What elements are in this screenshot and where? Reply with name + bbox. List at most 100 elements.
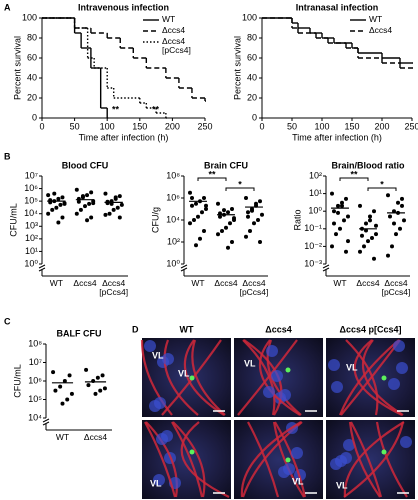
data-point xyxy=(220,229,224,233)
y-tick-label: 10⁶ xyxy=(28,375,42,385)
data-point xyxy=(230,207,234,211)
data-point xyxy=(392,221,396,226)
y-tick-label: 10⁸ xyxy=(166,170,180,180)
data-point xyxy=(103,212,108,217)
x-tick-label-box: Δccs4 [pCcs4] xyxy=(99,279,129,297)
data-point xyxy=(246,214,250,219)
data-point xyxy=(372,256,376,261)
axis-break xyxy=(180,267,188,272)
vessel xyxy=(237,339,298,416)
data-point xyxy=(111,207,116,212)
data-point xyxy=(374,232,378,237)
chart-title: Brain/Blood ratio xyxy=(331,160,405,170)
legend-label: Δccs4 xyxy=(369,26,393,35)
data-point xyxy=(394,232,398,237)
data-point xyxy=(344,196,348,201)
x-tick-label: WT xyxy=(55,433,70,442)
column-header: Δccs4 p[Ccs4] xyxy=(340,324,402,334)
y-axis-label: Ratio xyxy=(292,209,302,230)
significance-bracket xyxy=(339,177,369,181)
y-tick-label: 80 xyxy=(247,32,257,42)
data-point xyxy=(86,383,91,388)
y-axis-label: Percent survival xyxy=(232,36,242,100)
data-point xyxy=(190,196,194,200)
y-tick-label: 10² xyxy=(25,233,38,243)
x-tick-label: 200 xyxy=(165,121,180,131)
nucleus xyxy=(144,340,156,352)
data-point xyxy=(60,195,65,200)
nucleus xyxy=(279,389,291,401)
legend-label: Δccs4 xyxy=(162,26,186,35)
x-tick-label-box: Δccs4 xyxy=(84,433,107,442)
data-point xyxy=(192,218,196,222)
x-tick-label: Δccs4 [pCcs4] xyxy=(239,279,269,297)
data-point xyxy=(374,223,378,228)
nucleus xyxy=(263,386,275,398)
data-point xyxy=(342,218,346,223)
vessel-label: VL xyxy=(178,368,190,378)
data-point xyxy=(204,207,208,211)
data-point xyxy=(358,203,362,208)
vessel xyxy=(183,339,225,416)
nucleus xyxy=(400,436,412,448)
x-tick-label-box: Δccs4 [pCcs4] xyxy=(239,279,269,297)
nucleus xyxy=(154,397,166,409)
annotation: * xyxy=(238,179,242,189)
nucleus xyxy=(343,439,355,451)
y-tick-label: 10⁰ xyxy=(308,206,322,216)
data-point xyxy=(76,199,81,204)
y-tick-label: 10⁸ xyxy=(28,338,42,348)
data-point xyxy=(89,190,94,195)
data-point xyxy=(256,218,260,222)
x-tick-label: Δccs4 [pCcs4] xyxy=(99,279,129,297)
data-point xyxy=(58,202,63,207)
data-point xyxy=(58,384,63,389)
y-axis-label: CFU/mL xyxy=(12,364,22,398)
data-point xyxy=(115,205,120,210)
y-tick-label: 10¹ xyxy=(25,246,38,256)
annotation: ** xyxy=(112,104,120,114)
data-point xyxy=(346,214,350,219)
panel-label: A xyxy=(4,2,11,12)
x-tick-label-box: Δccs4 xyxy=(73,279,97,288)
data-point xyxy=(56,196,61,201)
data-point xyxy=(248,229,252,233)
vessel xyxy=(180,421,230,498)
x-tick-label: 100 xyxy=(314,121,329,131)
y-tick-label: 20 xyxy=(27,92,37,102)
data-point xyxy=(254,201,258,206)
x-tick-label: Δccs4 xyxy=(73,279,97,288)
y-tick-label: 10⁴ xyxy=(24,208,38,218)
data-point xyxy=(336,210,340,215)
axis-break xyxy=(322,264,330,269)
data-point xyxy=(244,234,248,239)
legend-label-box: WT xyxy=(369,15,382,24)
data-point xyxy=(60,401,65,406)
data-point xyxy=(336,203,340,208)
legend-label-box: Δccs4 [pCcs4] xyxy=(162,37,191,55)
nucleus xyxy=(283,463,295,475)
vessel-label: VL xyxy=(244,358,256,368)
x-tick-label: 250 xyxy=(197,121,212,131)
y-tick-label: 10⁵ xyxy=(28,394,42,404)
nucleus xyxy=(331,381,343,393)
data-point xyxy=(224,225,228,230)
data-point xyxy=(204,203,208,208)
x-tick-label: 50 xyxy=(70,121,80,131)
data-point xyxy=(62,201,67,206)
legend-label-box: Δccs4 xyxy=(162,26,186,35)
legend-label-box: Δccs4 xyxy=(369,26,393,35)
data-point xyxy=(252,221,256,226)
y-tick-label: 60 xyxy=(247,52,257,62)
y-tick-label: 10³ xyxy=(25,221,38,231)
y-tick-label: 20 xyxy=(247,92,257,102)
x-tick-label: WT xyxy=(333,279,347,288)
data-point xyxy=(98,388,103,393)
vessel xyxy=(140,339,173,416)
axis-break xyxy=(38,264,46,269)
nucleus xyxy=(396,362,408,374)
x-tick-label-box: Δccs4 xyxy=(356,279,379,288)
nucleus xyxy=(340,452,352,464)
x-axis-label: Time after infection (h) xyxy=(292,132,382,142)
x-tick-label: 0 xyxy=(39,121,44,131)
